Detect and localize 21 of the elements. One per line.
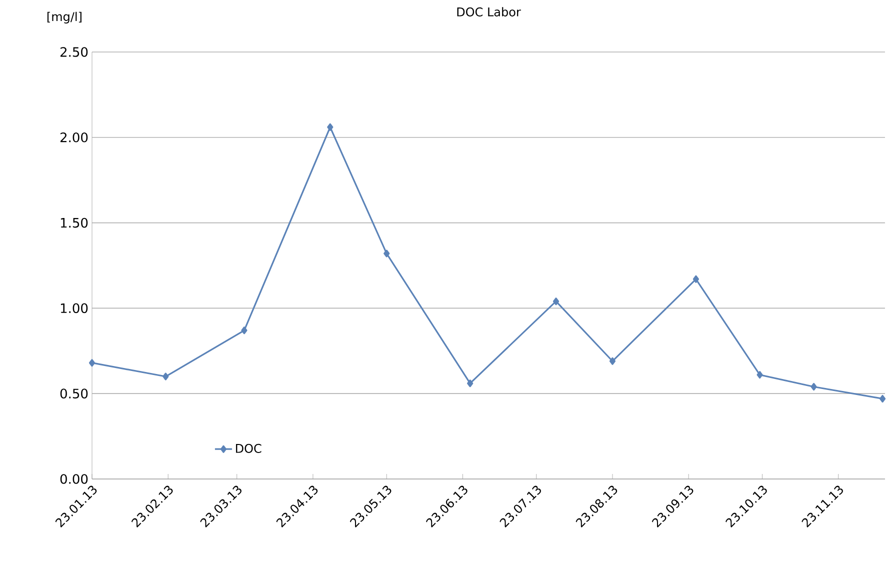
y-tick-label: 0.00	[60, 474, 88, 484]
point	[609, 357, 616, 365]
point	[879, 394, 886, 403]
y-tick-label: 1.00	[60, 303, 88, 314]
point	[756, 371, 763, 379]
point	[327, 123, 334, 131]
point	[88, 359, 96, 367]
point	[241, 326, 248, 334]
y-tick-label: 2.50	[60, 47, 88, 57]
legend-label: DOC	[236, 444, 262, 453]
point	[692, 275, 700, 283]
chart-title: DOC Labor	[457, 7, 521, 16]
point	[810, 382, 817, 391]
y-tick-label: 1.50	[60, 218, 88, 228]
point	[467, 380, 474, 388]
point	[552, 298, 560, 306]
y-tick-label: 2.00	[60, 132, 88, 142]
point	[162, 372, 169, 380]
y-axis-title: [mg/l]	[47, 12, 82, 24]
point	[384, 250, 390, 258]
y-tick-label: 0.50	[60, 388, 88, 399]
